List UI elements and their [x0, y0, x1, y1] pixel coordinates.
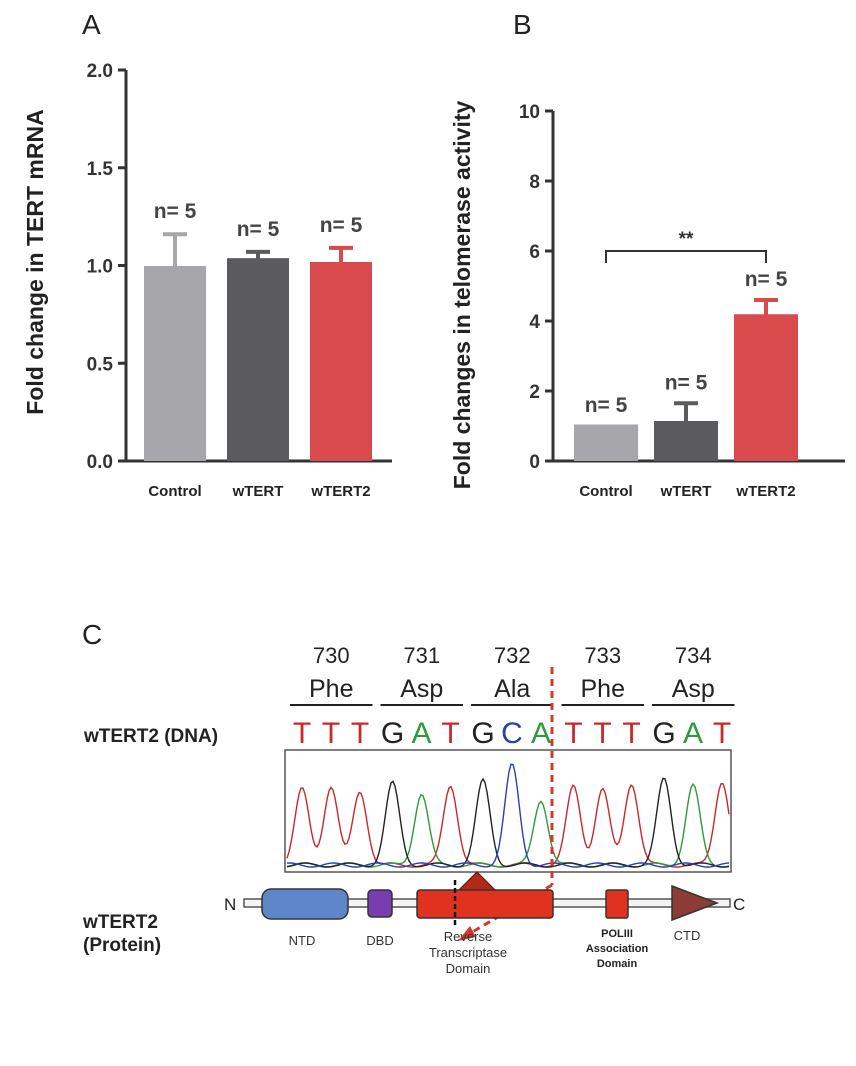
protein-label-line1: wTERT2 — [82, 912, 158, 933]
significance-label: ** — [679, 229, 694, 250]
rt-domain — [416, 889, 554, 919]
bar — [310, 263, 372, 461]
panel-a-bars: Control n= 5 wTERT n= 5 wTERT2 n= 5 — [144, 200, 372, 500]
panel-c-label: C — [82, 619, 102, 650]
nucleotide: G — [381, 717, 404, 750]
bar — [654, 422, 718, 461]
category-label: wTERT2 — [310, 483, 370, 500]
category-label: wTERT2 — [735, 483, 795, 500]
y-tick-label: 8 — [529, 172, 540, 193]
nucleotide: T — [713, 717, 731, 750]
nucleotide: T — [293, 717, 311, 750]
pol-domain — [605, 889, 629, 919]
y-tick-label: 0 — [529, 452, 540, 473]
protein-label-line2: (Protein) — [83, 935, 161, 956]
y-tick-label: 4 — [529, 312, 540, 333]
nucleotide: T — [441, 717, 459, 750]
n-annotation: n= 5 — [745, 268, 788, 291]
y-tick-label: 2 — [529, 382, 540, 403]
significance-bracket: ** — [605, 229, 767, 263]
codon-number: 731 — [403, 643, 440, 668]
codon-amino-acid: Asp — [672, 675, 715, 703]
nucleotide: G — [471, 717, 494, 750]
nucleotide: T — [351, 717, 369, 750]
nucleotide: G — [652, 717, 675, 750]
bar — [574, 426, 638, 461]
nucleotide: A — [683, 717, 703, 750]
y-tick-label: 2.0 — [87, 61, 113, 82]
codon-amino-acid: Phe — [309, 675, 353, 703]
nucleotide: T — [322, 717, 340, 750]
codon-amino-acid: Asp — [400, 675, 443, 703]
y-tick-label: 10 — [519, 102, 540, 123]
nucleotide: A — [531, 717, 551, 750]
category-label: Control — [148, 483, 201, 500]
dbd-domain — [367, 889, 393, 918]
nucleotide: A — [411, 717, 431, 750]
n-annotation: n= 5 — [154, 200, 197, 223]
protein-diagram: wTERT2 (Protein) N C — [82, 880, 745, 956]
y-tick-label: 0.5 — [87, 354, 114, 375]
category-label: wTERT — [660, 483, 712, 500]
mutation-dashed-arrowhead — [458, 926, 476, 941]
panel-b-bars: Control n= 5 wTERT n= 5 wTERT2 n= 5 — [574, 268, 798, 500]
codon-amino-acid: Ala — [494, 675, 530, 703]
codon-amino-acid: Phe — [581, 675, 625, 703]
dna-row-label: wTERT2 (DNA) — [83, 726, 218, 747]
codon-number: 734 — [675, 643, 712, 668]
y-tick-label: 0.0 — [87, 452, 113, 473]
panel-a-label: A — [82, 9, 101, 40]
ntd-domain — [261, 888, 349, 920]
trace-G — [286, 777, 730, 868]
y-tick-label: 1.5 — [87, 159, 114, 180]
panel-a-ylabel: Fold change in TERT mRNA — [22, 109, 48, 414]
n-annotation: n= 5 — [320, 214, 363, 237]
nucleotide: T — [564, 717, 582, 750]
bar — [734, 315, 798, 461]
panel-b-label: B — [513, 9, 532, 40]
n-annotation: n= 5 — [585, 394, 628, 417]
category-label: wTERT — [232, 483, 284, 500]
panel-b-chart: B Fold changes in telomerase activity 0 2… — [449, 9, 845, 500]
nucleotide: C — [501, 717, 523, 750]
ctd-domain — [671, 884, 720, 922]
n-annotation: n= 5 — [237, 218, 280, 241]
n-annotation: n= 5 — [665, 371, 708, 394]
n-terminus-label: N — [224, 895, 236, 914]
y-tick-label: 6 — [529, 242, 540, 263]
trace-C — [286, 763, 730, 868]
chromatogram-frame — [284, 749, 732, 873]
chromatogram-traces — [286, 763, 730, 868]
category-label: Control — [579, 483, 632, 500]
bar — [227, 259, 289, 461]
c-terminus-label: C — [733, 895, 745, 914]
codon-number: 733 — [584, 643, 621, 668]
nucleotide: T — [593, 717, 611, 750]
panel-b-ylabel: Fold changes in telomerase activity — [449, 101, 475, 490]
bar — [144, 267, 206, 461]
significance-line — [605, 250, 767, 263]
chromatogram — [284, 749, 732, 873]
codon-number: 730 — [313, 643, 350, 668]
y-tick-label: 1.0 — [87, 257, 113, 278]
panel-a-chart: A Fold change in TERT mRNA 0.0 0.5 1.0 1.5 2… — [22, 9, 392, 500]
nucleotide: T — [622, 717, 640, 750]
codon-number: 732 — [494, 643, 531, 668]
